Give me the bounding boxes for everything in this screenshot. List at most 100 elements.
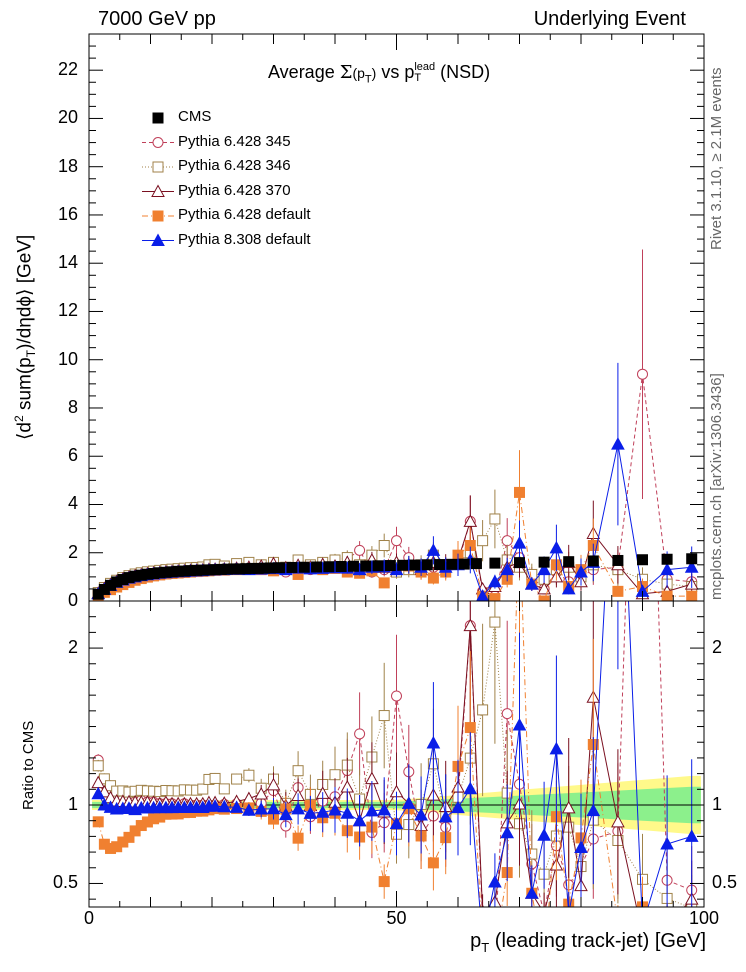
ratio-point — [438, 809, 453, 823]
ratio-point — [512, 718, 527, 731]
data-point — [347, 560, 359, 572]
series-cms — [92, 553, 698, 600]
ratio-point — [660, 836, 674, 850]
x-axis-label: pT (leading track-jet) [GeV] — [470, 930, 706, 955]
ratio-point — [661, 920, 673, 931]
y-tick-label: 14 — [57, 252, 78, 273]
ratio-point — [549, 741, 564, 755]
data-point — [426, 543, 441, 556]
data-point — [470, 558, 482, 570]
data-point — [563, 556, 575, 568]
data-point — [323, 561, 335, 573]
ratio-point — [426, 735, 441, 749]
data-point — [463, 514, 478, 527]
ratio-point — [612, 349, 624, 360]
data-point — [372, 560, 384, 572]
ratio-tick-label-left: 0.5 — [52, 872, 78, 893]
legend-marker — [152, 210, 164, 222]
data-point — [686, 553, 698, 565]
ratio-point — [378, 876, 390, 888]
y-tick-label: 4 — [67, 493, 78, 514]
data-point — [335, 560, 347, 572]
ratio-point — [451, 800, 465, 814]
ratio-point — [489, 616, 501, 628]
ratio-point — [478, 917, 488, 927]
ratio-tick-label-left: 1 — [67, 794, 78, 814]
series-line — [97, 521, 692, 595]
legend-label: Pythia 8.308 default — [178, 230, 311, 248]
header-right: Underlying Event — [533, 8, 686, 30]
ratio-point — [266, 801, 281, 815]
data-point — [660, 562, 674, 576]
ratio-point — [315, 805, 330, 818]
y-tick-label: 16 — [57, 203, 78, 224]
data-point — [686, 590, 698, 601]
data-point — [274, 562, 286, 574]
data-point — [488, 574, 502, 588]
ratio-point — [638, 94, 648, 104]
mcplots-note: mcplots.cern.ch [arXiv:1306.3436] — [708, 373, 725, 600]
series-line — [97, 517, 692, 593]
ratio-point — [123, 831, 135, 843]
x-tick-label: 50 — [386, 908, 407, 928]
ratio-point — [92, 760, 104, 772]
ratio-point — [292, 765, 304, 777]
y-tick-label: 0 — [67, 590, 78, 610]
data-point — [611, 437, 625, 450]
ratio-point — [197, 783, 209, 795]
ratio-point — [539, 908, 549, 918]
legend-label: Pythia 6.428 346 — [178, 157, 291, 174]
ratio-point — [378, 710, 390, 722]
data-point — [434, 559, 446, 571]
data-point — [512, 536, 527, 549]
legend-marker — [151, 233, 165, 246]
data-point — [661, 553, 673, 565]
data-point — [489, 513, 501, 525]
ratio-point — [488, 874, 502, 888]
ratio-point — [427, 857, 439, 869]
ratio-point — [254, 802, 269, 815]
data-point — [360, 560, 372, 572]
ratio-point — [354, 728, 366, 740]
ratio-point — [217, 799, 232, 813]
data-point — [446, 558, 458, 570]
ratio-point — [389, 816, 404, 830]
x-tick-label: 100 — [688, 908, 720, 928]
ratio-tick-label-right: 0.5 — [712, 872, 738, 893]
ratio-line — [97, 601, 644, 907]
ratio-point — [218, 783, 230, 795]
ratio-point — [568, 906, 569, 907]
ratio-line — [97, 625, 693, 907]
data-point — [612, 554, 624, 566]
data-point — [311, 561, 323, 573]
ratio-point — [266, 777, 281, 791]
data-point — [421, 559, 433, 571]
series-line — [98, 492, 692, 601]
data-point — [489, 593, 501, 601]
data-point — [538, 556, 550, 568]
ratio-point — [613, 920, 623, 930]
data-point — [458, 558, 470, 570]
data-point — [574, 565, 588, 578]
data-point — [587, 555, 599, 567]
y-tick-label: 22 — [57, 59, 78, 80]
ratio-point — [586, 803, 601, 817]
data-point — [298, 561, 310, 573]
ratio-series-layer — [91, 94, 699, 931]
data-series-layer — [91, 249, 699, 601]
ratio-point — [637, 919, 649, 930]
data-point — [501, 535, 513, 547]
data-point — [378, 540, 390, 552]
data-point — [409, 559, 421, 571]
data-point — [286, 561, 298, 573]
ratio-point — [684, 829, 699, 842]
data-point — [612, 585, 624, 597]
legend-marker — [151, 184, 165, 197]
ratio-point — [242, 791, 256, 805]
ratio-point — [329, 769, 341, 781]
x-tick-label: 0 — [83, 908, 94, 928]
legend-marker — [152, 112, 164, 124]
data-point — [549, 540, 564, 554]
legend-label: CMS — [178, 108, 212, 125]
ratio-point — [208, 799, 222, 812]
